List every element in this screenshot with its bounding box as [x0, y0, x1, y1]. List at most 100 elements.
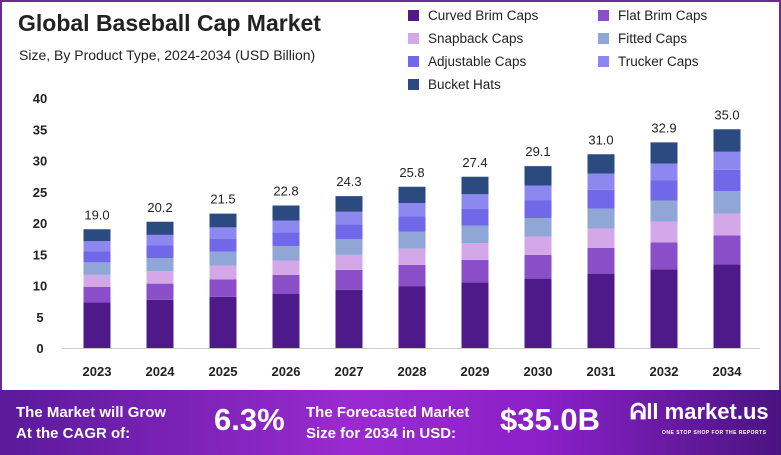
bar-segment — [272, 232, 300, 247]
bar-segment — [524, 218, 552, 237]
legend-item: Trucker Caps — [598, 52, 768, 70]
total-label: 27.4 — [462, 155, 487, 170]
bar-segment — [83, 286, 111, 303]
bar-segment — [650, 180, 678, 201]
legend-swatch — [408, 78, 419, 90]
cagr-value: 6.3% — [214, 402, 285, 437]
logo-tagline: ONE STOP SHOP FOR THE REPORTS — [662, 430, 767, 436]
x-tick-label: 2032 — [650, 364, 679, 379]
bar-segment — [713, 235, 741, 265]
logo-icon: ᕱll — [630, 399, 665, 424]
bar-segment — [650, 221, 678, 243]
y-tick-label: 20 — [33, 216, 47, 231]
legend-label: Adjustable Caps — [428, 53, 527, 69]
bar-segment — [524, 278, 552, 348]
forecast-label-line2: Size for 2034 in USD: — [306, 425, 457, 442]
bar-segment — [461, 176, 489, 195]
legend-swatch — [598, 32, 609, 44]
bar-segment — [587, 273, 615, 348]
forecast-label: The Forecasted Market Size for 2034 in US… — [306, 402, 469, 444]
bar-segment — [713, 213, 741, 236]
total-label: 29.1 — [525, 144, 550, 159]
bar-segment — [587, 208, 615, 229]
legend-swatch — [598, 55, 609, 67]
bar-segment — [272, 260, 300, 275]
bar-segment — [272, 220, 300, 233]
x-tick-label: 2030 — [524, 364, 553, 379]
legend-item: Bucket Hats — [408, 75, 598, 93]
bar-segment — [398, 216, 426, 232]
bar-segment — [587, 154, 615, 174]
bar-segment — [587, 248, 615, 274]
x-tick-label: 2023 — [83, 364, 112, 379]
cagr-label: The Market will Grow At the CAGR of: — [16, 402, 166, 444]
y-tick-label: 40 — [33, 91, 47, 106]
bar-segment — [272, 293, 300, 348]
bar-segment — [335, 211, 363, 225]
bar-segment — [650, 242, 678, 270]
bar-segment — [713, 169, 741, 192]
x-tick-label: 2028 — [398, 364, 427, 379]
forecast-label-line1: The Forecasted Market — [306, 404, 470, 421]
bar-segment — [209, 265, 237, 280]
legend-item: Flat Brim Caps — [598, 6, 768, 24]
bar-segment — [335, 289, 363, 348]
bar-segment — [146, 245, 174, 258]
bar-segment — [209, 279, 237, 297]
x-tick-label: 2026 — [272, 364, 301, 379]
bar-segment — [461, 194, 489, 209]
bar-segment — [335, 196, 363, 212]
total-label: 32.9 — [651, 120, 676, 135]
market-us-logo: ᕱll market.us — [630, 400, 769, 424]
legend-item: Fitted Caps — [598, 29, 768, 47]
bar-segment — [524, 254, 552, 279]
bar-segment — [335, 269, 363, 290]
total-label: 19.0 — [84, 207, 109, 222]
bar-segment — [209, 227, 237, 239]
bar-segment — [146, 299, 174, 348]
bar-segment — [146, 234, 174, 246]
y-tick-label: 25 — [33, 185, 47, 200]
bar-segment — [713, 151, 741, 170]
bar-segment — [461, 259, 489, 283]
bar-segment — [146, 283, 174, 300]
bar-segment — [209, 213, 237, 228]
bar-segment — [650, 142, 678, 164]
legend-label: Curved Brim Caps — [428, 7, 539, 23]
bar-segment — [398, 248, 426, 265]
legend-item: Curved Brim Caps — [408, 6, 598, 24]
bar-segment — [272, 274, 300, 294]
bar-segment — [398, 264, 426, 287]
bar-segment — [587, 189, 615, 209]
total-label: 20.2 — [147, 200, 172, 215]
x-tick-label: 2024 — [146, 364, 176, 379]
bar-segment — [83, 251, 111, 263]
bar-segment — [146, 258, 174, 272]
bar-segment — [83, 302, 111, 348]
bar-segment — [146, 271, 174, 284]
total-label: 24.3 — [336, 174, 361, 189]
bar-segment — [650, 269, 678, 348]
bar-segment — [587, 228, 615, 248]
legend-label: Trucker Caps — [618, 53, 699, 69]
bar-segment — [272, 205, 300, 221]
bar-segment — [209, 238, 237, 252]
bar-segment — [524, 166, 552, 186]
total-label: 22.8 — [273, 184, 298, 199]
bar-segment — [713, 264, 741, 348]
legend-swatch — [408, 32, 419, 44]
bar-segment — [650, 200, 678, 222]
bar-segment — [524, 200, 552, 218]
legend-label: Bucket Hats — [428, 76, 501, 92]
bar-segment — [461, 225, 489, 243]
x-tick-label: 2034 — [713, 364, 743, 379]
legend-item: Snapback Caps — [408, 29, 598, 47]
forecast-value: $35.0B — [500, 402, 600, 437]
bar-segment — [209, 296, 237, 348]
legend-swatch — [408, 55, 419, 67]
bar-segment — [713, 129, 741, 152]
legend-swatch — [408, 9, 419, 21]
bar-chart: 051015202530354019.0202320.2202421.52025… — [33, 91, 760, 379]
legend-swatch — [598, 9, 609, 21]
